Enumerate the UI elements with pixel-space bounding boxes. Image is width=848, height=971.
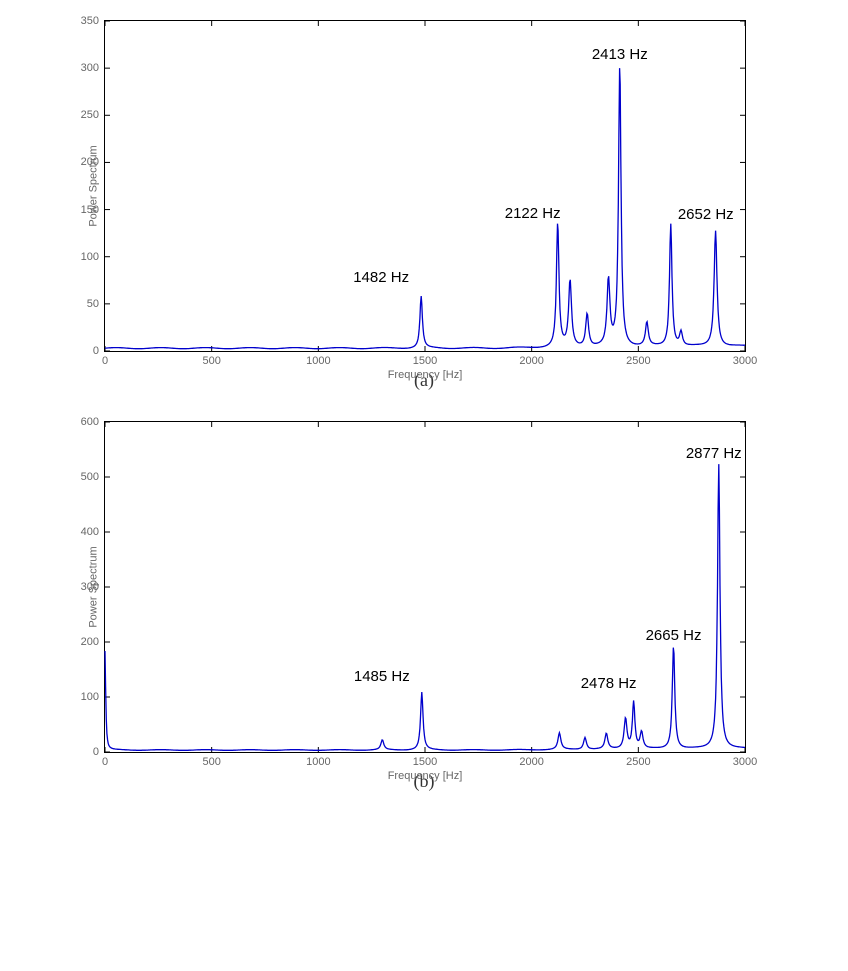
peak-annotation: 2122 Hz — [505, 205, 561, 222]
peak-annotation: 2665 Hz — [646, 627, 702, 644]
spectrum-line — [105, 68, 745, 349]
y-tick-label: 300 — [81, 62, 99, 74]
x-tick-label: 500 — [202, 355, 220, 367]
y-tick-label: 600 — [81, 416, 99, 428]
x-tick-label: 2000 — [519, 756, 543, 768]
x-tick-label: 1500 — [413, 355, 437, 367]
x-tick-label: 2500 — [626, 355, 650, 367]
y-tick-label: 200 — [81, 636, 99, 648]
plot-area: Power SpectrumFrequency [Hz]050010001500… — [104, 421, 746, 753]
x-tick-label: 3000 — [733, 355, 757, 367]
spectrum-svg — [105, 422, 745, 752]
peak-annotation: 2877 Hz — [686, 445, 742, 462]
y-tick-label: 500 — [81, 471, 99, 483]
y-tick-label: 50 — [87, 298, 99, 310]
x-tick-label: 1500 — [413, 756, 437, 768]
y-tick-label: 200 — [81, 156, 99, 168]
x-tick-label: 0 — [102, 355, 108, 367]
figure-container: Power SpectrumFrequency [Hz]050010001500… — [0, 0, 848, 842]
x-tick-label: 3000 — [733, 756, 757, 768]
plot-area: Power SpectrumFrequency [Hz]050010001500… — [104, 20, 746, 352]
peak-annotation: 2413 Hz — [592, 46, 648, 63]
y-tick-label: 0 — [93, 345, 99, 357]
x-axis-label: Frequency [Hz] — [388, 369, 463, 381]
x-tick-label: 0 — [102, 756, 108, 768]
x-axis-label: Frequency [Hz] — [388, 770, 463, 782]
y-tick-label: 350 — [81, 15, 99, 27]
peak-annotation: 1482 Hz — [353, 269, 409, 286]
spectrum-line — [105, 464, 745, 750]
spectrum-svg — [105, 21, 745, 351]
peak-annotation: 1485 Hz — [354, 668, 410, 685]
y-tick-label: 100 — [81, 691, 99, 703]
x-tick-label: 1000 — [306, 756, 330, 768]
peak-annotation: 2652 Hz — [678, 206, 734, 223]
y-tick-label: 250 — [81, 109, 99, 121]
peak-annotation: 2478 Hz — [581, 675, 637, 692]
x-tick-label: 1000 — [306, 355, 330, 367]
x-tick-label: 2000 — [519, 355, 543, 367]
y-tick-label: 300 — [81, 581, 99, 593]
y-tick-label: 100 — [81, 251, 99, 263]
y-tick-label: 0 — [93, 746, 99, 758]
x-tick-label: 2500 — [626, 756, 650, 768]
chart-panel-a: Power SpectrumFrequency [Hz]050010001500… — [104, 20, 744, 352]
chart-panel-b: Power SpectrumFrequency [Hz]050010001500… — [104, 421, 744, 753]
y-tick-label: 150 — [81, 204, 99, 216]
y-tick-label: 400 — [81, 526, 99, 538]
x-tick-label: 500 — [202, 756, 220, 768]
